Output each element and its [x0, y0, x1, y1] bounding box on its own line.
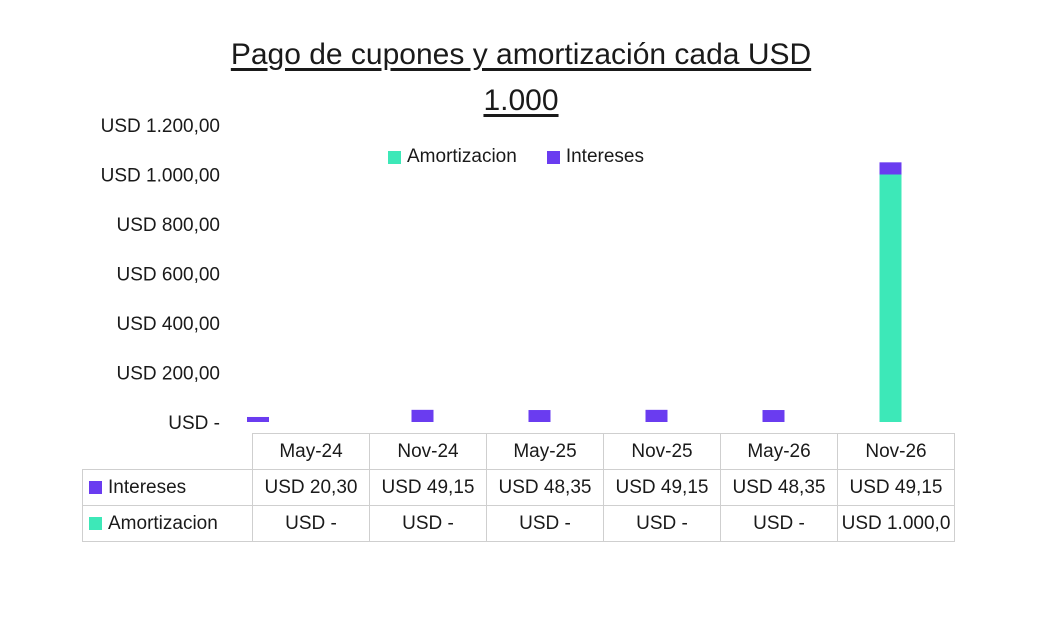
row-swatch-amortizacion: [89, 516, 102, 530]
data-label-amortizacion: USD -: [603, 505, 721, 542]
legend-swatch-amortizacion: [388, 150, 401, 164]
y-tick-label: USD 1.000,00: [101, 166, 220, 187]
chart-title-line-2: 1.000: [483, 84, 559, 117]
chart-title: Pago de cupones y amortización cada USD …: [0, 32, 1042, 124]
data-table-row-intereses: Intereses USD 20,30 USD 49,15 USD 48,35 …: [82, 469, 955, 506]
row-header-intereses: Intereses: [82, 469, 253, 506]
row-label-intereses: Intereses: [108, 476, 187, 498]
bar-intereses-nov-24: [411, 409, 434, 422]
legend-item-intereses: Intereses: [546, 146, 644, 168]
bar-intereses-may-24: [247, 416, 269, 422]
row-swatch-intereses: [89, 480, 102, 494]
data-table-header-row: May-24 Nov-24 May-25 Nov-25 May-26 Nov-2…: [82, 433, 955, 470]
y-tick-label: USD -: [168, 413, 220, 434]
category-label: May-24: [252, 433, 370, 470]
data-label-intereses: USD 20,30: [252, 469, 370, 506]
data-table: May-24 Nov-24 May-25 Nov-25 May-26 Nov-2…: [82, 433, 955, 542]
data-label-amortizacion: USD -: [720, 505, 838, 542]
legend-swatch-intereses: [546, 150, 560, 164]
chart-title-line-1: Pago de cupones y amortización cada USD: [230, 38, 812, 71]
category-label: May-25: [486, 433, 604, 470]
data-label-amortizacion: USD -: [252, 505, 370, 542]
y-tick-label: USD 1.200,00: [101, 116, 220, 137]
data-table-row-amortizacion: Amortizacion USD - USD - USD - USD - USD…: [82, 505, 955, 542]
y-tick-label: USD 600,00: [116, 265, 220, 286]
row-label-amortizacion: Amortizacion: [108, 512, 218, 534]
category-label: Nov-24: [369, 433, 487, 470]
data-label-amortizacion: USD -: [369, 505, 487, 542]
category-label: Nov-26: [837, 433, 955, 470]
row-header-amortizacion: Amortizacion: [82, 505, 253, 542]
legend-item-amortizacion: Amortizacion: [388, 146, 517, 168]
data-label-amortizacion: USD -: [486, 505, 604, 542]
data-label-intereses: USD 49,15: [603, 469, 721, 506]
category-label: May-26: [720, 433, 838, 470]
data-table-corner: [82, 433, 253, 470]
data-label-intereses: USD 48,35: [486, 469, 604, 506]
y-tick-label: USD 400,00: [116, 314, 220, 335]
data-label-amortizacion: USD 1.000,0: [837, 505, 955, 542]
data-label-intereses: USD 49,15: [369, 469, 487, 506]
bar-amortizacion-nov-26: [879, 174, 902, 422]
bar-intereses-nov-26: [879, 162, 902, 175]
y-tick-label: USD 800,00: [116, 215, 220, 236]
legend-label-intereses: Intereses: [565, 146, 644, 167]
data-label-intereses: USD 48,35: [720, 469, 838, 506]
category-label: Nov-25: [603, 433, 721, 470]
data-label-intereses: USD 49,15: [837, 469, 955, 506]
y-tick-label: USD 200,00: [116, 364, 220, 385]
bar-intereses-may-25: [528, 410, 551, 422]
legend-label-amortizacion: Amortizacion: [407, 146, 517, 167]
bar-intereses-may-26: [762, 410, 785, 422]
bar-intereses-nov-25: [645, 409, 668, 422]
chart-legend: Amortizacion Intereses: [388, 146, 644, 168]
